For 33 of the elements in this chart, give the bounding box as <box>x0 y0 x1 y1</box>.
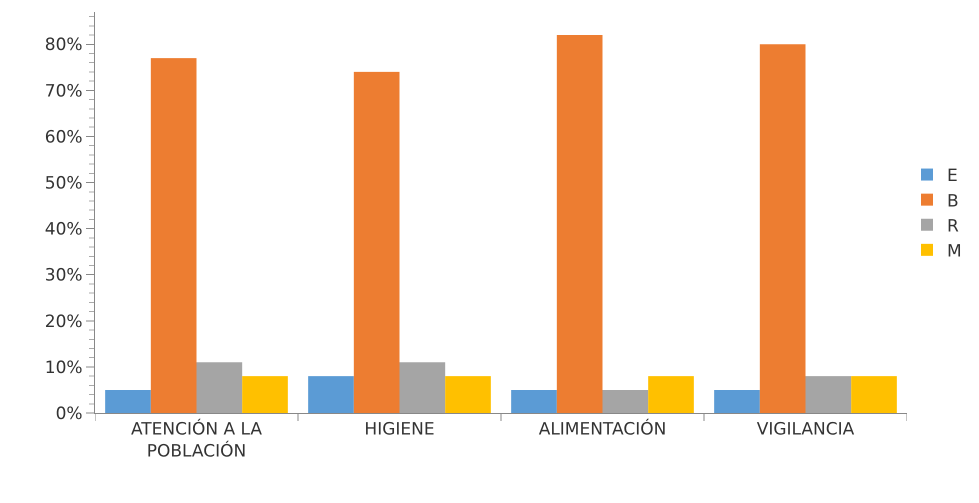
bar <box>714 390 760 413</box>
bar <box>150 58 196 413</box>
bar <box>851 376 897 413</box>
x-tick-label: HIGIENE <box>364 419 435 440</box>
bar <box>602 390 648 413</box>
bar <box>354 72 400 413</box>
y-tick-label: 60% <box>44 127 83 148</box>
legend-label: M <box>947 241 962 262</box>
y-tick-label: 20% <box>44 312 83 332</box>
bar <box>760 44 806 413</box>
bar <box>648 376 694 413</box>
x-tick-label: ATENCIÓN A LA POBLACIÓN <box>130 418 262 462</box>
bar <box>105 390 151 413</box>
legend-label: R <box>947 216 959 236</box>
bar <box>806 376 852 413</box>
bar <box>400 362 446 413</box>
y-tick-label: 40% <box>44 220 83 240</box>
y-tick-label: 30% <box>44 266 83 286</box>
bar <box>308 376 354 413</box>
bar <box>196 362 242 413</box>
bar <box>242 376 288 413</box>
bar <box>511 390 557 413</box>
legend-label: B <box>947 191 959 212</box>
x-tick-label: ALIMENTACIÓN <box>538 418 666 440</box>
x-tick-label: VIGILANCIA <box>756 419 855 440</box>
y-tick-label: 10% <box>44 358 83 378</box>
y-tick-label: 70% <box>44 81 83 102</box>
bar <box>445 376 491 413</box>
y-tick-label: 50% <box>44 173 83 194</box>
legend-label: E <box>947 166 958 186</box>
y-tick-label: 0% <box>56 404 83 424</box>
y-tick-label: 80% <box>44 35 83 56</box>
bar <box>556 35 602 413</box>
